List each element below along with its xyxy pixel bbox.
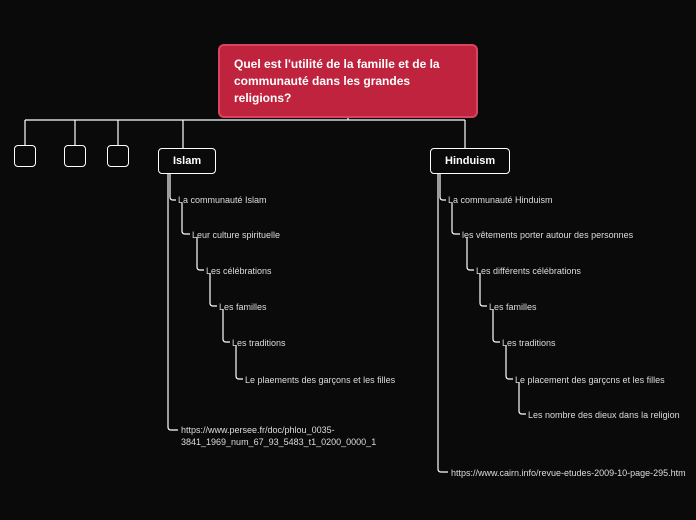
hinduism-item-1[interactable]: les vêtements porter autour des personne… — [462, 230, 633, 240]
islam-item-3[interactable]: Les familles — [219, 302, 267, 312]
islam-item-1[interactable]: Leur culture spirituelle — [192, 230, 280, 240]
branch-islam[interactable]: Islam — [158, 148, 216, 174]
branch-hinduism[interactable]: Hinduism — [430, 148, 510, 174]
branch-hinduism-label: Hinduism — [445, 155, 495, 167]
islam-item-2[interactable]: Les célébrations — [206, 266, 272, 276]
empty-branch-3[interactable] — [107, 145, 129, 167]
hinduism-item-0[interactable]: La communauté Hinduism — [448, 195, 553, 205]
hinduism-item-6[interactable]: Les nombre des dieux dans la religion — [528, 410, 680, 420]
hinduism-item-3[interactable]: Les familles — [489, 302, 537, 312]
islam-link[interactable]: https://www.persee.fr/doc/phlou_0035-384… — [181, 425, 381, 448]
root-node[interactable]: Quel est l'utilité de la famille et de l… — [218, 44, 478, 118]
hinduism-item-5[interactable]: Le placement des garçcns et les filles — [515, 375, 665, 385]
islam-item-4[interactable]: Les traditions — [232, 338, 286, 348]
islam-item-0[interactable]: La communauté Islam — [178, 195, 267, 205]
empty-branch-1[interactable] — [14, 145, 36, 167]
islam-item-5[interactable]: Le plaements des garçons et les filles — [245, 375, 395, 385]
empty-branch-2[interactable] — [64, 145, 86, 167]
branch-islam-label: Islam — [173, 155, 201, 167]
hinduism-item-2[interactable]: Les différents célébrations — [476, 266, 581, 276]
hinduism-item-4[interactable]: Les traditions — [502, 338, 556, 348]
hinduism-link[interactable]: https://www.cairn.info/revue-etudes-2009… — [451, 468, 691, 480]
root-title: Quel est l'utilité de la famille et de l… — [234, 57, 440, 105]
